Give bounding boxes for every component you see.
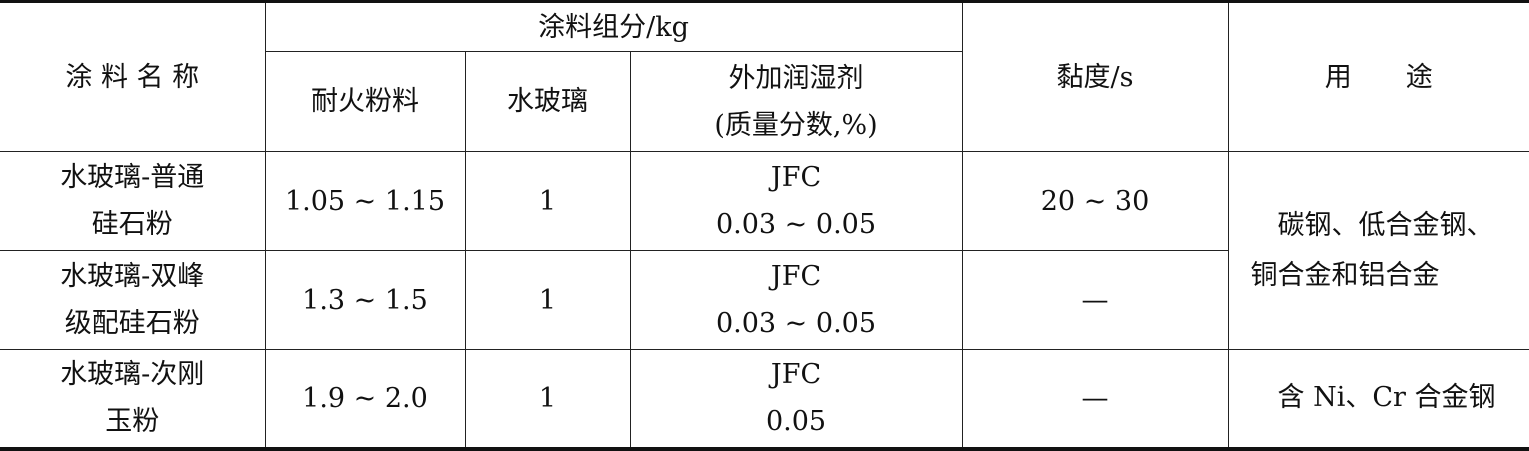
- cell-usage: 碳钢、低合金钢、 铜合金和铝合金: [1227, 151, 1529, 350]
- name-line2: 玉粉: [105, 406, 160, 438]
- header-name-text: 涂 料 名 称: [65, 61, 200, 93]
- wetting-agent-line2: (质量分数,%): [714, 109, 878, 141]
- cell-viscosity: 20 ~ 30: [961, 151, 1229, 251]
- name-line2: 级配硅石粉: [64, 308, 200, 339]
- header-refractory-powder: 耐火粉料: [264, 51, 466, 152]
- cell-agent: JFC 0.03 ~ 0.05: [629, 250, 963, 350]
- usage-line1: 碳钢、低合金钢、: [1250, 209, 1494, 241]
- name-line1: 水玻璃-次刚: [60, 359, 205, 391]
- header-wetting-agent: 外加润湿剂 (质量分数,%): [629, 51, 963, 152]
- cell-name: 水玻璃-次刚 玉粉: [0, 349, 266, 451]
- header-name: 涂 料 名 称: [0, 0, 266, 152]
- table-row: 水玻璃-普通 硅石粉 1.05 ~ 1.15 1 JFC 0.03 ~ 0.05 2…: [0, 151, 1529, 350]
- cell-viscosity: —: [961, 250, 1229, 350]
- header-water-glass: 水玻璃: [464, 51, 631, 152]
- cell-water-glass: 1: [464, 250, 631, 350]
- agent-line1: JFC: [770, 359, 822, 391]
- header-usage: 用 途: [1227, 0, 1529, 152]
- cell-agent: JFC 0.03 ~ 0.05: [629, 151, 963, 251]
- name-line1: 水玻璃-双峰: [60, 261, 205, 292]
- agent-line2: 0.05: [765, 406, 827, 438]
- cell-viscosity: —: [961, 349, 1229, 451]
- name-line1: 水玻璃-普通: [60, 162, 205, 193]
- cell-name: 水玻璃-普通 硅石粉: [0, 151, 266, 251]
- cell-agent: JFC 0.05: [629, 349, 963, 451]
- cell-powder: 1.05 ~ 1.15: [264, 151, 466, 251]
- name-line2: 硅石粉: [91, 209, 173, 240]
- header-viscosity: 黏度/s: [961, 0, 1229, 152]
- agent-line2: 0.03 ~ 0.05: [715, 308, 877, 339]
- agent-line1: JFC: [770, 162, 822, 193]
- table-row: 水玻璃-次刚 玉粉 1.9 ~ 2.0 1 JFC 0.05 — 含 Ni、Cr 合…: [0, 349, 1529, 451]
- cell-water-glass: 1: [464, 349, 631, 451]
- agent-line1: JFC: [770, 261, 822, 292]
- header-composition: 涂料组分/kg: [264, 0, 963, 52]
- wetting-agent-line1: 外加润湿剂: [728, 62, 864, 94]
- agent-line2: 0.03 ~ 0.05: [715, 209, 877, 240]
- cell-water-glass: 1: [464, 151, 631, 251]
- cell-name: 水玻璃-双峰 级配硅石粉: [0, 250, 266, 350]
- cell-powder: 1.9 ~ 2.0: [264, 349, 466, 451]
- cell-powder: 1.3 ~ 1.5: [264, 250, 466, 350]
- cell-usage: 含 Ni、Cr 合金钢: [1227, 349, 1529, 451]
- usage-line2: 铜合金和铝合金: [1250, 259, 1440, 291]
- table-row: 水玻璃-双峰 级配硅石粉 1.3 ~ 1.5 1 JFC 0.03 ~ 0.05 —: [0, 250, 1529, 350]
